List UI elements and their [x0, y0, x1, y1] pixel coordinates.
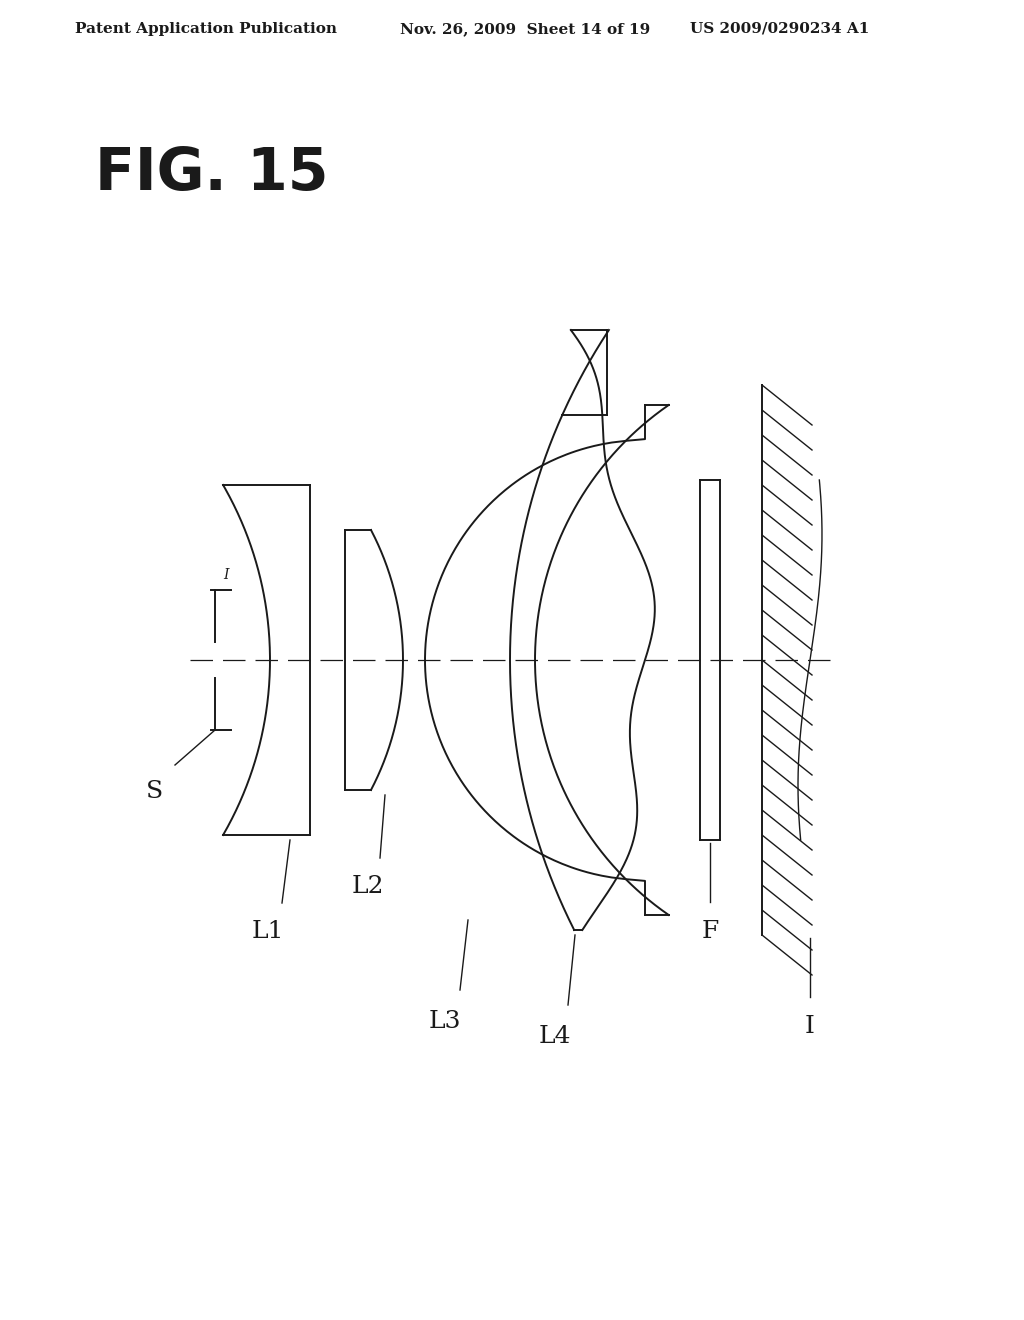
- Text: F: F: [701, 920, 719, 942]
- Text: L1: L1: [252, 920, 285, 942]
- Text: S: S: [146, 780, 164, 803]
- Text: L2: L2: [352, 875, 384, 898]
- Text: Patent Application Publication: Patent Application Publication: [75, 22, 337, 36]
- Text: L3: L3: [429, 1010, 461, 1034]
- Text: I: I: [223, 568, 228, 582]
- Text: L4: L4: [539, 1026, 571, 1048]
- Text: I: I: [805, 1015, 815, 1038]
- Text: FIG. 15: FIG. 15: [95, 145, 329, 202]
- Text: Nov. 26, 2009  Sheet 14 of 19: Nov. 26, 2009 Sheet 14 of 19: [400, 22, 650, 36]
- Text: US 2009/0290234 A1: US 2009/0290234 A1: [690, 22, 869, 36]
